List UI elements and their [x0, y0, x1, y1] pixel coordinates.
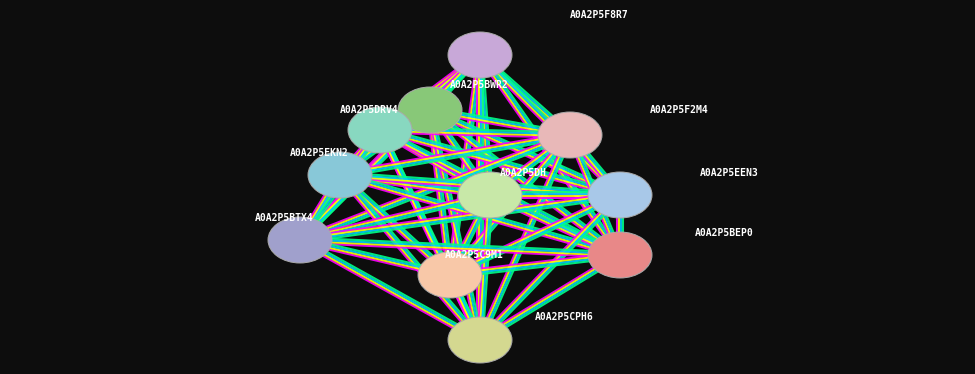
Text: A0A2P5F2M4: A0A2P5F2M4 — [650, 105, 709, 115]
Ellipse shape — [448, 317, 512, 363]
Text: A0A2P5BWR2: A0A2P5BWR2 — [450, 80, 509, 90]
Text: A0A2P5CPH6: A0A2P5CPH6 — [535, 312, 594, 322]
Text: A0A2P5F8R7: A0A2P5F8R7 — [570, 10, 629, 20]
Ellipse shape — [448, 32, 512, 78]
Ellipse shape — [268, 217, 332, 263]
Ellipse shape — [588, 232, 652, 278]
Text: A0A2P5BTX4: A0A2P5BTX4 — [255, 213, 314, 223]
Ellipse shape — [458, 172, 522, 218]
Ellipse shape — [308, 152, 372, 198]
Text: A0A2P5BEP0: A0A2P5BEP0 — [695, 228, 754, 238]
Ellipse shape — [538, 112, 602, 158]
Text: A0A2P5C9M1: A0A2P5C9M1 — [445, 250, 504, 260]
Text: A0A2P5DH: A0A2P5DH — [500, 168, 547, 178]
Text: A0A2P5EEN3: A0A2P5EEN3 — [700, 168, 759, 178]
Ellipse shape — [348, 107, 412, 153]
Ellipse shape — [398, 87, 462, 133]
Text: A0A2P5DRV4: A0A2P5DRV4 — [340, 105, 399, 115]
Text: A0A2P5EKN2: A0A2P5EKN2 — [290, 148, 349, 158]
Ellipse shape — [588, 172, 652, 218]
Ellipse shape — [418, 252, 482, 298]
